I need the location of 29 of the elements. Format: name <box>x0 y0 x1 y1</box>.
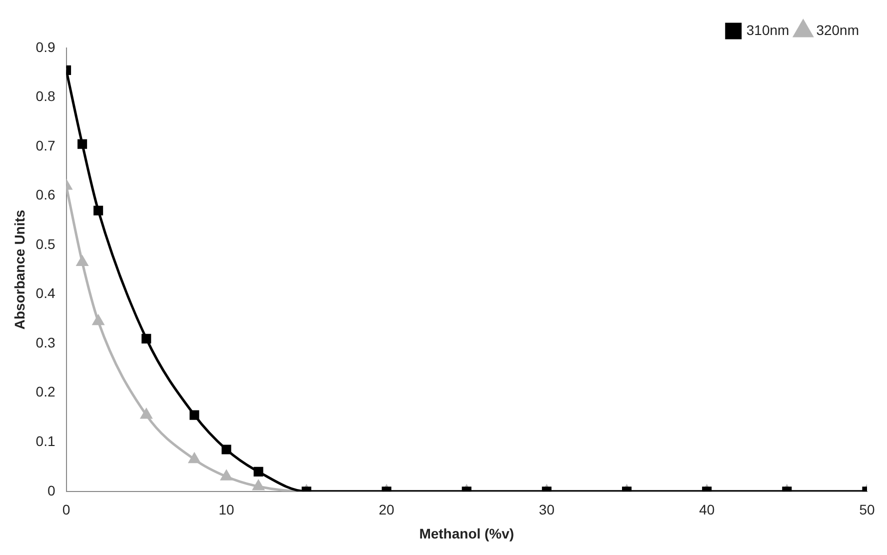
y-tick-label: 0.3 <box>36 334 56 350</box>
x-tick-label: 40 <box>699 502 715 518</box>
point <box>77 139 88 149</box>
point <box>76 256 88 266</box>
y-tick-label: 0.2 <box>36 384 56 400</box>
x-tick-label: 50 <box>859 502 875 518</box>
x-tick-label: 20 <box>378 502 395 518</box>
point <box>92 315 104 326</box>
point <box>142 334 152 344</box>
point <box>188 453 200 464</box>
y-tick-label: 0.7 <box>36 137 56 154</box>
point <box>252 480 264 490</box>
x-tick-label: 0 <box>62 502 70 518</box>
y-tick-label: 0.5 <box>36 236 56 252</box>
y-tick-label: 0.4 <box>36 285 56 302</box>
y-tick-label: 0.6 <box>36 186 56 203</box>
point <box>140 408 152 419</box>
legend-label: 310nm <box>746 22 790 38</box>
y-tick-label: 0.1 <box>36 432 56 449</box>
x-axis-title: Methanol (%v) <box>419 525 514 542</box>
y-tick-label: 0 <box>47 482 56 498</box>
x-tick-label: 30 <box>538 502 555 518</box>
legend-label: 320nm <box>816 22 860 38</box>
point <box>94 206 104 216</box>
y-tick-label: 0.8 <box>36 88 56 104</box>
y-axis-title: Absorbance Units <box>11 210 28 330</box>
y-tick-label: 0.9 <box>36 38 56 55</box>
x-tick-label: 10 <box>218 502 234 518</box>
point <box>220 470 232 480</box>
